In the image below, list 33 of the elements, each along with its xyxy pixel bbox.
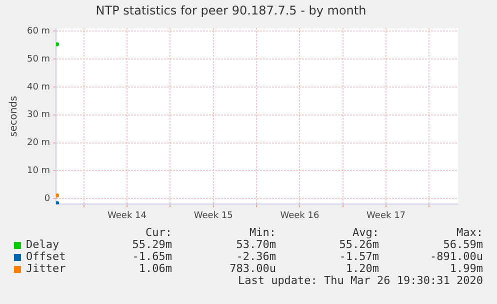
text: Max: [456,226,483,239]
text: -891.00u [430,250,483,263]
y-tick-label: 30 m [26,110,50,120]
x-tick-label: Week 16 [280,210,320,221]
y-tick-label: 50 m [26,54,50,64]
chart-title: NTP statistics for peer 90.187.7.5 - by month [96,3,366,18]
y-tick-label: 20 m [26,138,50,148]
x-tick-label: Week 17 [366,210,406,221]
text: -1.57m [339,250,379,263]
text: -1.65m [132,250,172,263]
text: Min: [250,226,276,239]
y-tick-label: 0 [44,194,50,204]
text: Avg: [352,226,379,239]
y-tick-label: 10 m [26,166,50,176]
y-axis-title: seconds [8,96,20,137]
text: 783.00u [230,262,276,275]
text: 56.59m [443,238,483,251]
y-tick-label: 40 m [26,82,50,92]
text: 55.29m [132,238,172,251]
legend-label: Jitter [26,262,66,275]
x-tick-label: Week 14 [108,210,147,221]
text: -2.36m [236,250,276,263]
y-tick-label: 60 m [26,26,50,37]
legend-label: Delay [26,238,60,251]
text: 55.26m [339,238,379,251]
legend-label: Offset [26,250,66,263]
text: Cur: [146,226,172,239]
text: Last update: Thu Mar 26 19:30:31 2020 [238,274,483,287]
text: 1.20m [346,262,379,275]
text: 53.70m [236,238,276,251]
x-tick-label: Week 15 [194,210,233,221]
text: 1.06m [138,262,172,275]
text: 1.99m [450,262,483,275]
